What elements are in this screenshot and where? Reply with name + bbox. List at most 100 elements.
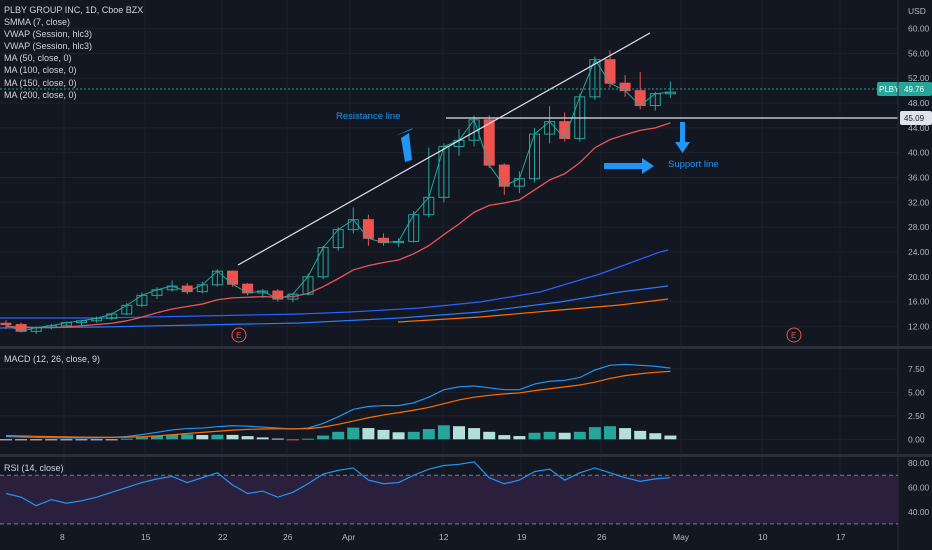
indicator-vwap-2[interactable]: VWAP (Session, hlc3) xyxy=(4,41,93,52)
macd-histogram-bar xyxy=(256,437,269,440)
macd-histogram-bar xyxy=(166,434,179,440)
candle-down xyxy=(0,322,12,326)
symbol-badge xyxy=(877,82,903,96)
macd-histogram-bar xyxy=(196,435,209,440)
price-tick-label: 24.00 xyxy=(908,247,930,257)
price-tick-label: 56.00 xyxy=(908,48,930,58)
macd-histogram-bar xyxy=(392,432,405,440)
macd-tick-label: 5.00 xyxy=(908,387,925,397)
macd-histogram-bar xyxy=(75,439,88,441)
price-tick-label: 36.00 xyxy=(908,173,930,183)
macd-histogram-bar xyxy=(241,436,254,440)
last-price-badge xyxy=(900,82,932,96)
macd-histogram-bar xyxy=(407,431,420,440)
time-tick-label: 12 xyxy=(439,532,449,542)
macd-histogram-bar xyxy=(347,427,360,440)
rsi-tick-label: 80.00 xyxy=(908,458,930,468)
support-label: Support line xyxy=(668,159,719,170)
currency-label: USD xyxy=(908,6,926,16)
macd-histogram-bar xyxy=(498,435,511,440)
time-tick-label: 26 xyxy=(597,532,607,542)
indicator-ma-100[interactable]: MA (100, close, 0) xyxy=(4,65,77,76)
symbol-badge-text: PLBY xyxy=(879,85,900,94)
macd-histogram-bar xyxy=(437,425,450,440)
price-tick-label: 60.00 xyxy=(908,24,930,34)
indicator-smma[interactable]: SMMA (7, close) xyxy=(4,17,71,28)
price-legend: PLBY GROUP INC, 1D, Cboe BZX SMMA (7, cl… xyxy=(4,4,143,101)
down-arrow-icon xyxy=(675,122,690,153)
rsi-band-fill xyxy=(0,475,898,524)
macd-histogram-bar xyxy=(181,434,194,440)
macd-histogram-bar xyxy=(422,429,435,440)
macd-histogram-bar xyxy=(302,438,314,440)
macd-tick-label: 0.00 xyxy=(908,434,925,444)
macd-histogram-bar xyxy=(15,439,28,441)
resistance-label: Resistance line xyxy=(336,111,401,122)
macd-histogram-bar xyxy=(483,431,496,440)
time-tick-label: 15 xyxy=(141,532,151,542)
macd-histogram-bar xyxy=(649,433,662,440)
indicator-ma-200[interactable]: MA (200, close, 0) xyxy=(4,89,77,100)
price-tick-label: 44.00 xyxy=(908,123,930,133)
indicator-ma-50[interactable]: MA (50, close, 0) xyxy=(4,53,72,64)
up-arrow-icon xyxy=(401,133,412,162)
macd-histogram-bar xyxy=(377,429,390,440)
macd-histogram-bar xyxy=(271,438,284,440)
macd-tick-label: 2.50 xyxy=(908,411,925,421)
macd-histogram-bar xyxy=(604,426,616,440)
candle-down xyxy=(604,59,616,84)
macd-histogram-bar xyxy=(468,428,481,440)
earnings-marker-label: E xyxy=(236,331,241,340)
price-tick-label: 32.00 xyxy=(908,197,930,207)
macd-histogram-bar xyxy=(619,428,632,440)
time-tick-label: 10 xyxy=(758,532,768,542)
macd-line xyxy=(5,363,671,439)
time-tick-label: 17 xyxy=(836,532,846,542)
macd-pane-divider[interactable] xyxy=(0,346,932,349)
macd-histogram-bar xyxy=(543,431,556,440)
time-tick-label: 22 xyxy=(218,532,228,542)
macd-histogram-bar xyxy=(513,436,526,440)
macd-histogram-bar xyxy=(286,439,299,441)
smma-line xyxy=(5,122,671,329)
macd-histogram-bar xyxy=(528,432,541,440)
line-price-badge xyxy=(900,111,932,125)
rsi-pane-divider[interactable] xyxy=(0,454,932,457)
macd-histogram-bar xyxy=(90,439,103,441)
candle-down xyxy=(619,82,631,92)
candle-down xyxy=(362,219,374,239)
time-tick-label: 19 xyxy=(517,532,527,542)
price-tick-label: 12.00 xyxy=(908,321,930,331)
line-price-badge-text: 45.09 xyxy=(904,114,925,123)
macd-histogram-bar xyxy=(317,435,330,440)
price-tick-label: 16.00 xyxy=(908,297,930,307)
resistance-trendline xyxy=(237,32,651,266)
candle-down xyxy=(227,270,238,285)
candle-down xyxy=(498,164,510,187)
rsi-title[interactable]: RSI (14, close) xyxy=(4,463,64,473)
macd-histogram-bar xyxy=(573,431,586,440)
right-arrow-icon xyxy=(604,158,654,174)
last-price-badge-text: 49.76 xyxy=(904,85,925,94)
macd-histogram-bar xyxy=(211,434,224,440)
macd-histogram-bar xyxy=(0,439,12,441)
macd-title[interactable]: MACD (12, 26, close, 9) xyxy=(4,354,101,364)
ma-150-line xyxy=(397,298,669,323)
macd-histogram-bar xyxy=(664,435,677,440)
macd-histogram-bar xyxy=(588,427,601,440)
time-tick-label: Apr xyxy=(342,532,355,542)
signal-line xyxy=(5,370,671,438)
indicator-ma-150[interactable]: MA (150, close, 0) xyxy=(4,77,77,88)
price-tick-label: 52.00 xyxy=(908,73,930,83)
macd-histogram-bar xyxy=(558,432,571,440)
macd-histogram-bar xyxy=(30,439,43,441)
time-tick-label: May xyxy=(673,532,690,542)
indicator-vwap-1[interactable]: VWAP (Session, hlc3) xyxy=(4,29,93,40)
rsi-line xyxy=(5,461,671,507)
earnings-marker-icon xyxy=(786,327,802,343)
rsi-tick-label: 60.00 xyxy=(908,482,930,492)
price-tick-label: 48.00 xyxy=(908,98,930,108)
symbol-title[interactable]: PLBY GROUP INC, 1D, Cboe BZX xyxy=(4,5,144,15)
